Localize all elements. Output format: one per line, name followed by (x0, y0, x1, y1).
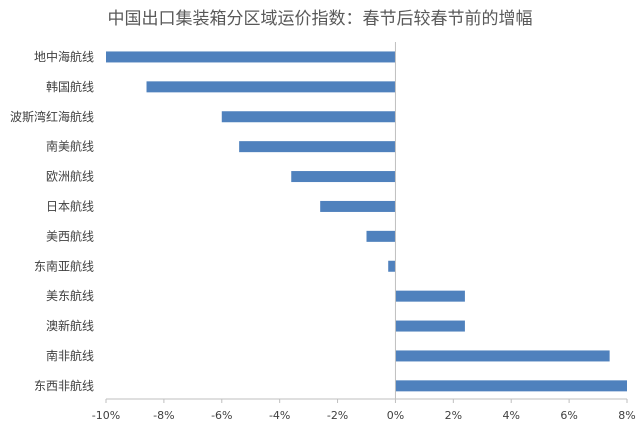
bar-4 (291, 171, 396, 183)
bar-6 (366, 230, 396, 242)
x-tick-label: -8% (153, 409, 174, 422)
category-label: 东南亚航线 (34, 258, 94, 273)
bar-5 (320, 200, 396, 212)
x-tick-label: 6% (560, 409, 577, 422)
bar-10 (395, 350, 610, 362)
category-label: 美西航线 (46, 228, 94, 243)
x-tick-label: -6% (211, 409, 232, 422)
x-tick-label: -2% (327, 409, 348, 422)
category-label: 东西非航线 (34, 378, 94, 393)
bar-11 (395, 380, 627, 392)
x-tick-label: 8% (618, 409, 635, 422)
bars (106, 51, 627, 392)
x-tick-label: 2% (445, 409, 462, 422)
category-labels: 地中海航线韩国航线波斯湾红海航线南美航线欧洲航线日本航线美西航线东南亚航线美东航… (10, 49, 94, 393)
category-label: 波斯湾红海航线 (10, 109, 94, 124)
bar-8 (395, 290, 465, 302)
category-label: 澳新航线 (46, 318, 94, 333)
category-label: 韩国航线 (46, 79, 94, 94)
category-label: 地中海航线 (34, 49, 94, 64)
category-label: 美东航线 (46, 288, 94, 303)
category-label: 欧洲航线 (46, 169, 94, 184)
category-label: 南非航线 (46, 348, 94, 363)
x-tick-label: -10% (92, 409, 120, 422)
category-label: 南美航线 (46, 139, 94, 154)
chart-title: 中国出口集装箱分区域运价指数：春节后较春节前的增幅 (107, 9, 533, 29)
axes (105, 42, 628, 403)
x-tick-label: -4% (269, 409, 290, 422)
bar-3 (239, 141, 396, 153)
bar-2 (221, 111, 396, 123)
x-tick-labels: -10% -8% -6% -4% -2% 0% 2% 4% 6% 8% (92, 409, 636, 422)
bar-7 (388, 260, 396, 272)
x-tick-label: 4% (502, 409, 519, 422)
bar-1 (146, 81, 396, 93)
x-tick-label: 0% (387, 409, 404, 422)
category-label: 日本航线 (46, 198, 94, 213)
bar-0 (106, 51, 396, 63)
bar-9 (395, 320, 465, 332)
